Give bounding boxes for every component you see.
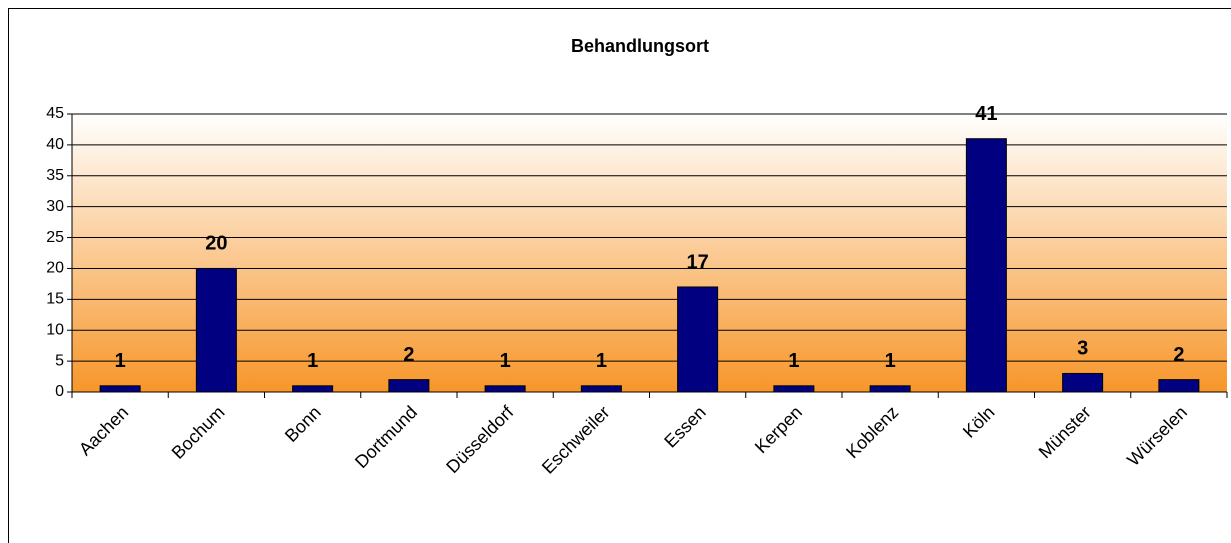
y-tick-label: 10 (46, 321, 64, 338)
value-label: 1 (115, 350, 126, 372)
bar (773, 385, 815, 393)
y-tick-label: 35 (46, 167, 64, 184)
value-label: 2 (403, 344, 414, 366)
value-label: 41 (975, 103, 997, 125)
bar (388, 379, 430, 393)
bar (1158, 379, 1200, 393)
value-label: 3 (1077, 338, 1088, 360)
y-tick-label: 0 (55, 383, 64, 400)
bar (677, 286, 719, 393)
y-tick-label: 30 (46, 198, 64, 215)
bar (580, 385, 622, 393)
plot-area (72, 114, 1227, 392)
y-tick-label: 45 (46, 105, 64, 122)
bar (869, 385, 911, 393)
value-label: 20 (205, 233, 227, 255)
y-tick-label: 40 (46, 136, 64, 153)
value-label: 1 (500, 350, 511, 372)
bar (195, 267, 237, 393)
value-label: 1 (788, 350, 799, 372)
value-label: 2 (1173, 344, 1184, 366)
value-label: 1 (885, 350, 896, 372)
bar (292, 385, 334, 393)
y-tick-label: 20 (46, 260, 64, 277)
bar (1062, 372, 1104, 393)
value-label: 1 (596, 350, 607, 372)
bar (965, 138, 1007, 393)
value-label: 1 (307, 350, 318, 372)
y-tick-label: 25 (46, 229, 64, 246)
y-tick-label: 5 (55, 352, 64, 369)
value-label: 17 (687, 251, 709, 273)
bar (99, 385, 141, 393)
y-tick-label: 15 (46, 291, 64, 308)
chart-title: Behandlungsort (571, 36, 709, 56)
bar (484, 385, 526, 393)
